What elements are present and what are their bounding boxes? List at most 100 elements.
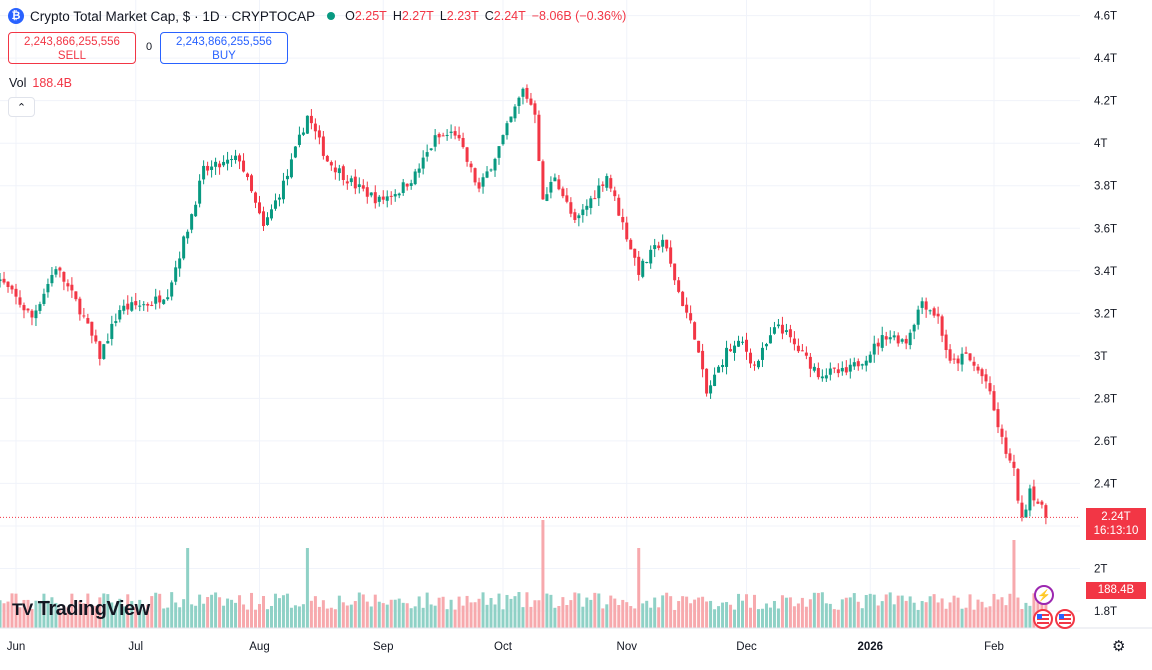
candle-body	[353, 176, 357, 189]
volume-bar	[74, 608, 78, 628]
candle-body	[924, 301, 928, 310]
candle-body	[661, 239, 665, 247]
y-tick-label: 3.2T	[1094, 308, 1117, 320]
candle-body	[158, 295, 162, 303]
candle-body	[1024, 509, 1028, 518]
volume-bar	[242, 604, 246, 628]
candle-body	[505, 123, 509, 136]
candle-body	[94, 335, 98, 342]
volume-bar	[465, 595, 469, 628]
candle-body	[701, 350, 705, 370]
volume-bar	[277, 598, 281, 628]
sell-button[interactable]: 2,243,866,255,556 SELL	[8, 32, 136, 64]
collapse-legend-button[interactable]: ⌃	[8, 97, 35, 117]
x-tick-label: Dec	[736, 641, 757, 653]
volume-bar	[329, 607, 333, 628]
volume-bar	[752, 594, 756, 628]
volume-bar	[250, 592, 254, 628]
volume-bar	[365, 601, 369, 628]
symbol-title[interactable]: Crypto Total Market Cap, $ · 1D · CRYPTO…	[30, 8, 316, 24]
candle-body	[832, 367, 836, 369]
volume-bar	[337, 595, 341, 628]
volume-bar	[46, 600, 50, 628]
candle-body	[681, 291, 685, 307]
volume-bar	[653, 597, 657, 628]
candle-body	[984, 374, 988, 382]
candle-body	[309, 115, 313, 124]
candle-body	[976, 366, 980, 371]
volume-bar	[717, 606, 721, 628]
volume-bar	[796, 603, 800, 628]
time-axis: Jun Jul Aug Sep Oct Nov Dec 2026 Feb	[0, 627, 1152, 653]
volume-bar	[605, 604, 609, 628]
candle-body	[613, 190, 617, 197]
candle-body	[170, 282, 174, 297]
volume-bar	[54, 602, 58, 628]
volume-bar	[741, 600, 745, 628]
lightning-icon[interactable]: ⚡	[1034, 585, 1054, 605]
candle-body	[242, 160, 246, 172]
volume-bar	[924, 602, 928, 628]
candle-body	[110, 323, 114, 339]
volume-bar	[513, 596, 517, 628]
candle-body	[625, 222, 629, 240]
y-tick-label: 1.8T	[1094, 606, 1117, 618]
us-flag-icon[interactable]	[1055, 609, 1075, 629]
volume-bar	[892, 604, 896, 628]
candle-body	[1044, 505, 1048, 518]
buy-label: BUY	[212, 50, 236, 62]
candle-body	[214, 161, 218, 167]
chart-grid	[0, 0, 1080, 628]
volume-bar	[234, 602, 238, 628]
volume-bar	[721, 602, 725, 628]
candle-body	[449, 131, 453, 133]
volume-bar	[142, 609, 146, 628]
volume-bar	[485, 604, 489, 628]
candle-body	[333, 167, 337, 173]
candle-body	[142, 304, 146, 306]
candle-body	[265, 217, 269, 225]
volume-bar	[261, 596, 265, 628]
x-tick-label: Nov	[617, 641, 638, 653]
us-flag-icon[interactable]	[1033, 609, 1053, 629]
y-tick-label: 3.6T	[1094, 223, 1117, 235]
volume-bar	[457, 596, 461, 628]
candle-body	[637, 256, 641, 275]
candle-body	[840, 367, 844, 372]
candle-body	[948, 349, 952, 361]
volume-bar	[178, 607, 182, 628]
volume-bar	[194, 605, 198, 628]
candle-body	[888, 337, 892, 340]
volume-bar	[677, 601, 681, 628]
candle-body	[254, 192, 258, 203]
candle-body	[385, 196, 389, 201]
volume-bar	[118, 598, 122, 628]
gear-icon[interactable]: ⚙	[1112, 638, 1126, 655]
volume-bar	[110, 602, 114, 628]
volume-bar	[808, 599, 812, 628]
volume-bar	[916, 609, 920, 628]
candle-body	[114, 321, 118, 323]
candle-body	[18, 297, 22, 305]
candle-body	[964, 352, 968, 354]
buy-button[interactable]: 2,243,866,255,556 BUY	[160, 32, 288, 64]
volume-bar	[956, 597, 960, 628]
tradingview-logo[interactable]: TV TradingView	[12, 598, 150, 621]
volume-bar	[685, 596, 689, 628]
candle-body	[250, 175, 254, 192]
candle-body	[1000, 428, 1004, 437]
candle-body	[277, 197, 281, 200]
volume-bar	[309, 600, 313, 628]
candle-body	[461, 137, 465, 148]
volume-bar	[1008, 593, 1012, 628]
candle-body	[788, 329, 792, 338]
volume-bar	[361, 594, 365, 628]
candle-body	[752, 364, 756, 366]
candle-body	[657, 245, 661, 248]
candle-body	[234, 155, 238, 161]
x-tick-label: Jun	[7, 641, 26, 653]
volume-bar	[760, 608, 764, 628]
volume-bar	[357, 592, 361, 628]
volume-bar	[764, 603, 768, 628]
